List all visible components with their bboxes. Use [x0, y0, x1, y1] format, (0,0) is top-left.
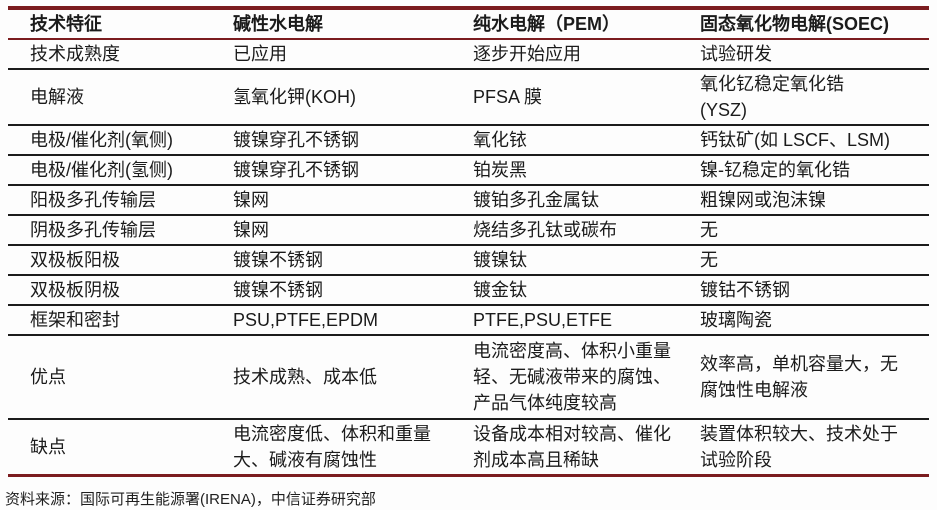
table-cell: 电流密度高、体积小重量轻、无碱液带来的腐蚀、产品气体纯度较高 [473, 335, 700, 420]
table-cell: PSU,PTFE,EPDM [233, 305, 473, 336]
row-label-cell: 框架和密封 [8, 305, 233, 336]
row-label-cell: 阳极多孔传输层 [8, 185, 233, 216]
row-label-cell: 电极/催化剂(氧侧) [8, 125, 233, 156]
row-label-cell: 双极板阴极 [8, 275, 233, 306]
table-cell: 镍网 [233, 185, 473, 216]
column-header-0: 技术特征 [8, 8, 233, 40]
table-cell: 钙钛矿(如 LSCF、LSM) [700, 125, 929, 156]
row-label-cell: 电极/催化剂(氢侧) [8, 155, 233, 186]
table-cell: 无 [700, 245, 929, 276]
table-cell: 设备成本相对较高、催化剂成本高且稀缺 [473, 424, 671, 470]
table-cell: 粗镍网或泡沫镍 [700, 185, 929, 216]
table-row: 电极/催化剂(氢侧) 镀镍穿孔不锈钢 铂炭黑 镍-钇稳定的氧化锆 [8, 155, 929, 186]
table-cell: PTFE,PSU,ETFE [473, 305, 700, 336]
row-label-cell: 缺点 [30, 437, 66, 457]
electrolysis-comparison-table: 技术特征 碱性水电解 纯水电解（PEM） 固态氧化物电解(SOEC) 技术成熟度 已应用… [8, 6, 929, 477]
table-cell: 烧结多孔钛或碳布 [473, 215, 700, 246]
header-row: 技术特征 碱性水电解 纯水电解（PEM） 固态氧化物电解(SOEC) [8, 8, 929, 40]
row-label-cell: 优点 [8, 335, 233, 420]
column-header-2: 纯水电解（PEM） [473, 8, 700, 40]
table-row: 技术成熟度 已应用 逐步开始应用 试验研发 [8, 39, 929, 70]
table-cell: 镀镍不锈钢 [233, 245, 473, 276]
row-label-cell: 电解液 [8, 69, 233, 126]
table-row: 优点 技术成熟、成本低 电流密度高、体积小重量轻、无碱液带来的腐蚀、产品气体纯度较高… [8, 335, 929, 420]
source-note: 资料来源：国际可再生能源署(IRENA)，中信证券研究部 [5, 491, 376, 508]
table-row: 双极板阴极 镀镍不锈钢 镀金钛 镀钴不锈钢 [8, 275, 929, 306]
table-header: 技术特征 碱性水电解 纯水电解（PEM） 固态氧化物电解(SOEC) [8, 8, 929, 40]
table-cell: 镀镍钛 [473, 245, 700, 276]
table-cell: 已应用 [233, 39, 473, 70]
table-cell: 逐步开始应用 [473, 39, 700, 70]
table-body: 技术成熟度 已应用 逐步开始应用 试验研发 电解液 氢氧化钾(KOH) PFSA 膜氧化钇稳… [8, 39, 929, 476]
table-cell: 技术成熟、成本低 [233, 335, 473, 420]
table-row: 缺点 电流密度低、体积和重量大、碱液有腐蚀性 设备成本相对较高、催化剂成本高且稀缺装… [8, 419, 929, 476]
table-cell: 镀铂多孔金属钛 [473, 185, 700, 216]
row-label-cell: 阴极多孔传输层 [8, 215, 233, 246]
table-row: 框架和密封 PSU,PTFE,EPDM PTFE,PSU,ETFE 玻璃陶瓷 [8, 305, 929, 336]
table-cell: 电流密度低、体积和重量大、碱液有腐蚀性 [233, 424, 431, 470]
table-cell: 镀镍穿孔不锈钢 [233, 155, 473, 186]
table-cell: PFSA 膜 [473, 69, 700, 126]
table-cell: 氧化钇稳定氧化锆 (YSZ) [700, 69, 929, 126]
table-cell: 氢氧化钾(KOH) [233, 69, 473, 126]
row-label-cell: 技术成熟度 [8, 39, 233, 70]
table-cell: 无 [700, 215, 929, 246]
table-cell: 镀镍不锈钢 [233, 275, 473, 306]
table-cell: 铂炭黑 [473, 155, 700, 186]
table-cell: 镍网 [233, 215, 473, 246]
column-header-1: 碱性水电解 [233, 8, 473, 40]
table-row: 电解液 氢氧化钾(KOH) PFSA 膜氧化钇稳定氧化锆 (YSZ) [8, 69, 929, 126]
table-cell: 镀钴不锈钢 [700, 275, 929, 306]
table-cell: 效率高，单机容量大，无腐蚀性电解液 [700, 335, 929, 420]
table-cell: 玻璃陶瓷 [700, 305, 929, 336]
table-cell: 镀镍穿孔不锈钢 [233, 125, 473, 156]
column-header-3: 固态氧化物电解(SOEC) [700, 8, 929, 40]
table-cell: 试验研发 [700, 39, 929, 70]
table-cell: 装置体积较大、技术处于试验阶段 [700, 424, 898, 470]
table-row: 电极/催化剂(氧侧) 镀镍穿孔不锈钢 氧化铱 钙钛矿(如 LSCF、LSM) [8, 125, 929, 156]
table-row: 阳极多孔传输层 镍网 镀铂多孔金属钛 粗镍网或泡沫镍 [8, 185, 929, 216]
row-label-cell: 双极板阳极 [8, 245, 233, 276]
table-row: 双极板阳极 镀镍不锈钢 镀镍钛无 [8, 245, 929, 276]
table-cell: 镍-钇稳定的氧化锆 [700, 155, 929, 186]
table-cell: 镀金钛 [473, 275, 700, 306]
table-cell: 氧化铱 [473, 125, 700, 156]
table-row: 阴极多孔传输层 镍网 烧结多孔钛或碳布无 [8, 215, 929, 246]
